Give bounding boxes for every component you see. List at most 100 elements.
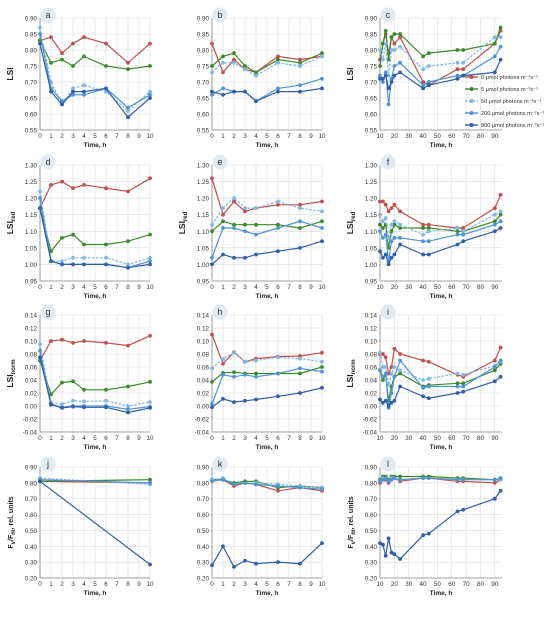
data-point bbox=[71, 92, 75, 97]
data-point bbox=[421, 385, 425, 390]
data-point bbox=[82, 54, 86, 59]
data-point bbox=[426, 376, 431, 381]
data-point bbox=[498, 488, 503, 493]
x-tick-label: 8 bbox=[126, 581, 130, 588]
data-point bbox=[378, 229, 382, 234]
data-point bbox=[383, 553, 388, 558]
x-tick-label: 70 bbox=[463, 435, 471, 442]
data-point bbox=[243, 209, 247, 214]
data-point bbox=[381, 255, 385, 260]
x-tick-label: 0 bbox=[210, 133, 214, 140]
data-point bbox=[492, 212, 497, 217]
x-tick-label: 7 bbox=[287, 284, 291, 291]
data-point bbox=[455, 76, 460, 81]
data-point bbox=[421, 80, 425, 84]
y-tick-label: 0.50 bbox=[25, 528, 38, 535]
data-point bbox=[398, 242, 402, 247]
y-axis-label: LSIred bbox=[177, 211, 189, 234]
data-point bbox=[298, 219, 302, 224]
data-point bbox=[386, 371, 391, 376]
y-tick-label: 0.75 bbox=[25, 64, 38, 71]
data-point bbox=[298, 57, 302, 62]
data-point bbox=[498, 57, 503, 62]
x-tick-label: 3 bbox=[71, 435, 75, 442]
data-point bbox=[320, 239, 324, 244]
data-point bbox=[320, 51, 324, 56]
series-line-1 bbox=[39, 360, 151, 396]
x-tick-label: 1 bbox=[221, 133, 225, 140]
data-point bbox=[398, 384, 402, 389]
data-point bbox=[38, 355, 42, 360]
x-tick-label: 2 bbox=[60, 133, 64, 140]
data-point bbox=[461, 239, 466, 244]
x-tick-label: 7 bbox=[287, 581, 291, 588]
data-point bbox=[378, 249, 382, 254]
data-point bbox=[104, 262, 108, 267]
data-point bbox=[232, 89, 236, 94]
y-tick-label: 0.00 bbox=[197, 404, 210, 411]
series-line-1 bbox=[211, 52, 323, 74]
series-line-4 bbox=[39, 357, 151, 414]
data-point bbox=[210, 70, 214, 75]
data-point bbox=[389, 371, 394, 376]
data-point bbox=[221, 206, 225, 211]
data-point bbox=[38, 25, 42, 30]
x-axis-label: Time, h bbox=[430, 444, 453, 451]
data-point bbox=[71, 262, 75, 267]
y-axis-label-subscript: norm bbox=[11, 359, 17, 374]
data-point bbox=[392, 552, 397, 557]
y-tick-label: 1.00 bbox=[197, 262, 210, 269]
data-point bbox=[421, 86, 425, 91]
data-point bbox=[386, 404, 391, 408]
data-point bbox=[243, 372, 247, 377]
x-tick-label: 5 bbox=[93, 581, 97, 588]
y-tick-label: 0.80 bbox=[25, 480, 38, 487]
panel-f: 0.95 1.00 1.05 1.10 1.15 1.20 1.25 1.30 10 20 30 40… bbox=[345, 154, 503, 300]
data-point bbox=[492, 229, 497, 234]
panel-c: 0.55 0.60 0.65 0.70 0.75 0.80 0.85 0.90 10 20 30 40… bbox=[345, 7, 503, 149]
y-axis-label-subscript: red bbox=[183, 211, 189, 221]
x-tick-label: 50 bbox=[434, 284, 442, 291]
data-point bbox=[426, 51, 431, 56]
x-tick-label: 6 bbox=[104, 435, 108, 442]
data-point bbox=[378, 222, 382, 227]
x-tick-label: 3 bbox=[243, 284, 247, 291]
data-point bbox=[276, 202, 280, 207]
data-point bbox=[492, 481, 497, 485]
y-tick-label: 1.25 bbox=[365, 179, 378, 186]
data-point bbox=[492, 70, 497, 75]
y-tick-label: 0.70 bbox=[365, 80, 378, 87]
data-point bbox=[126, 407, 130, 412]
data-point bbox=[421, 394, 425, 399]
x-tick-label: 40 bbox=[420, 284, 428, 291]
data-point bbox=[392, 202, 397, 207]
data-point bbox=[38, 196, 42, 201]
y-tick-label: 0.40 bbox=[365, 544, 378, 551]
data-point bbox=[421, 67, 425, 72]
data-point bbox=[455, 384, 460, 389]
data-point bbox=[398, 32, 402, 36]
series-line-2 bbox=[211, 197, 323, 226]
series-line-4 bbox=[39, 207, 151, 269]
data-point bbox=[498, 226, 503, 230]
x-tick-label: 0 bbox=[38, 133, 42, 140]
data-point bbox=[383, 70, 388, 75]
data-point bbox=[38, 41, 42, 46]
y-tick-label: 1.30 bbox=[25, 163, 38, 170]
y-tick-label: 1.10 bbox=[197, 229, 210, 236]
x-axis-label: Time, h bbox=[84, 293, 107, 300]
y-tick-label: 0.10 bbox=[25, 339, 38, 346]
y-tick-label: 0.04 bbox=[25, 378, 38, 385]
x-tick-label: 6 bbox=[276, 133, 280, 140]
panel-label-badge bbox=[380, 7, 396, 23]
legend-swatch-marker bbox=[469, 123, 474, 127]
data-point bbox=[320, 487, 324, 492]
x-tick-label: 1 bbox=[49, 133, 53, 140]
y-tick-label: 0.95 bbox=[365, 279, 378, 286]
data-point bbox=[492, 206, 497, 211]
data-point bbox=[298, 83, 302, 88]
y-axis-label: Fv/Fm, rel. units bbox=[348, 496, 357, 548]
data-point bbox=[378, 397, 382, 402]
data-point bbox=[498, 35, 503, 40]
